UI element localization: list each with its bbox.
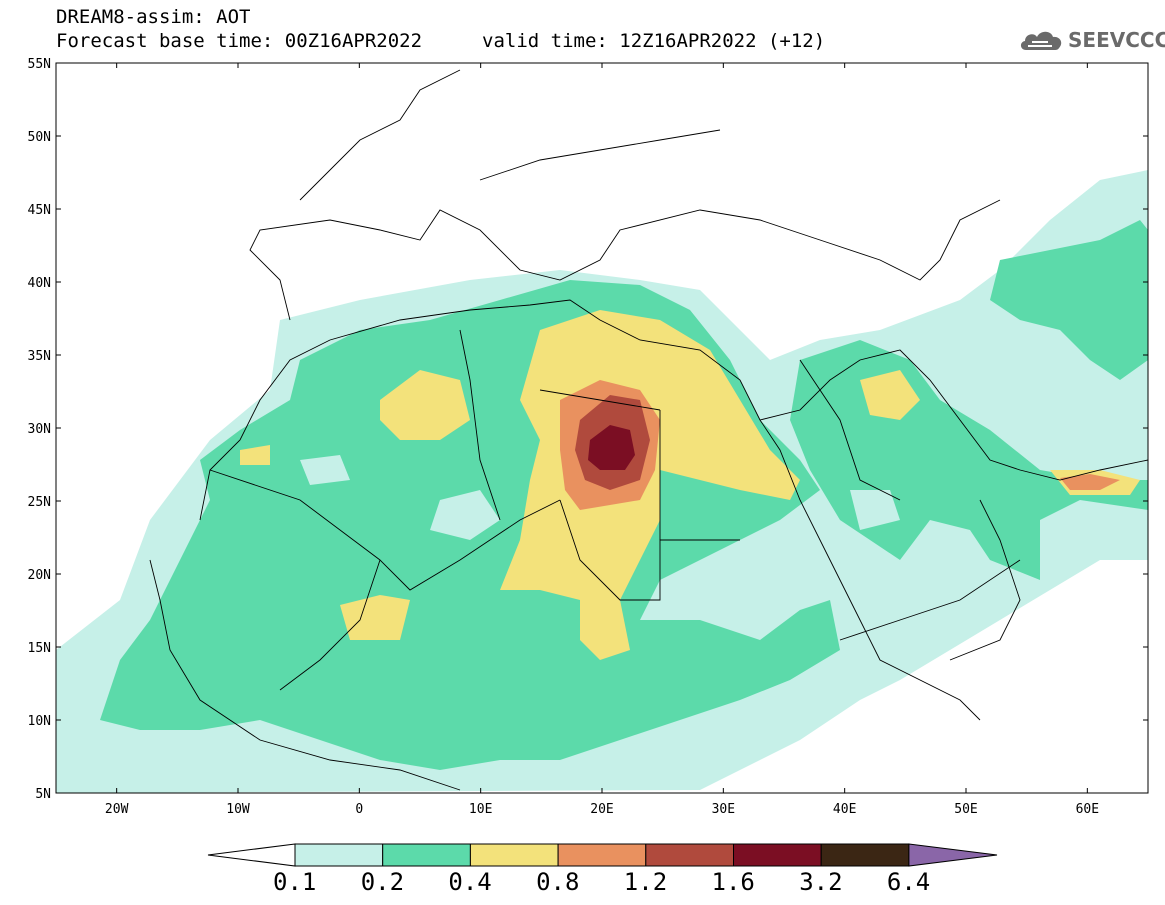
colorbar-label: 0.8 [536,868,580,896]
lon-tick-label: 10W [226,802,250,817]
lat-tick-label: 5N [35,787,51,802]
colorbar-label: 0.2 [360,868,405,896]
colorbar-bin [645,843,734,867]
lon-tick-label: 20E [590,802,613,817]
longitude-axis: 20W 10W 0 10E 20E 30E 40E 50E 60E [105,63,1099,817]
colorbar-bin [469,843,559,867]
lon-tick-label: 20W [105,802,129,817]
lon-tick-label: 0 [355,802,363,817]
colorbar-min-arrow [207,843,296,867]
colorbar-label: 1.6 [711,868,755,896]
lon-tick-label: 40E [833,802,856,817]
colorbar-label: 6.4 [886,868,931,896]
lat-tick-label: 55N [28,57,51,72]
lon-tick-label: 60E [1076,802,1099,817]
forecast-base-time: Forecast base time: 00Z16APR2022 [56,30,423,52]
lat-tick-label: 20N [28,568,51,583]
lat-tick-label: 50N [28,130,51,145]
colorbar-bin [733,843,822,867]
colorbar-max-arrow [908,843,998,867]
seevccc-logo: SEEVCCC [1018,24,1165,56]
lon-tick-label: 30E [712,802,735,817]
lat-tick-label: 30N [28,422,51,437]
colorbar-bin [820,843,910,867]
lon-tick-label: 50E [954,802,977,817]
aot-field [56,63,1148,793]
colorbar-bin [294,843,384,867]
colorbar-label: 0.1 [273,868,317,896]
lat-tick-label: 25N [28,495,51,510]
colorbar-label: 1.2 [623,868,668,896]
cloud-icon [1020,31,1062,50]
colorbar-bin [557,843,647,867]
lon-tick-label: 10E [469,802,492,817]
lat-tick-label: 40N [28,276,51,291]
lat-tick-label: 45N [28,203,51,218]
lat-tick-label: 10N [28,714,51,729]
valid-time: valid time: 12Z16APR2022 (+12) [482,30,826,52]
colorbar-bin [382,843,471,867]
colorbar [207,843,998,867]
latitude-axis: 55N 50N 45N 40N 35N 30N 25N 20N 15N 10N 5N [28,57,1148,802]
lat-tick-label: 35N [28,349,51,364]
logo-text: SEEVCCC [1068,28,1165,52]
map-title: DREAM8-assim: AOT [56,6,251,28]
colorbar-label: 3.2 [799,868,843,896]
colorbar-label: 0.4 [448,868,492,896]
lat-tick-label: 15N [28,641,51,656]
coastlines-borders [149,69,1148,791]
